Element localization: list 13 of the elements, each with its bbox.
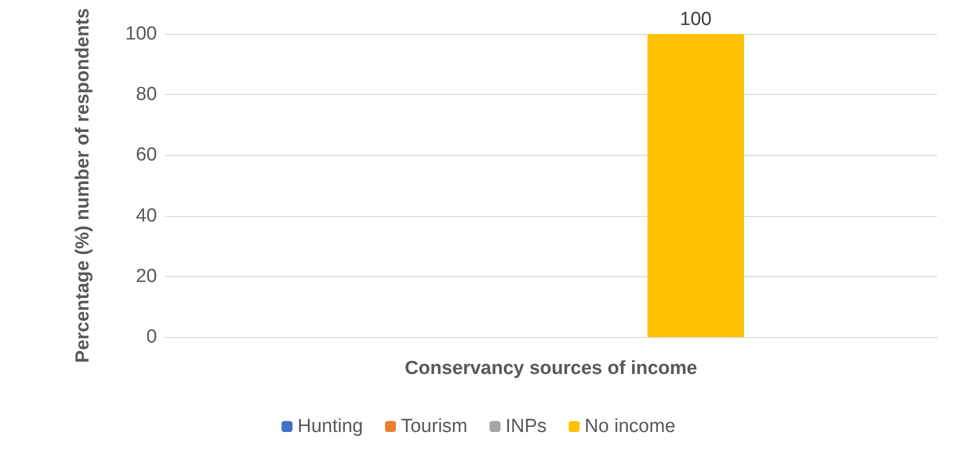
y-axis-title: Percentage (%) number of respondents xyxy=(72,8,94,363)
data-label: 100 xyxy=(680,9,712,30)
legend-label: INPs xyxy=(506,416,547,437)
legend-label: Hunting xyxy=(298,416,364,437)
y-tick-label: 100 xyxy=(125,24,157,44)
legend-label: No income xyxy=(584,416,676,437)
y-tick-label: 0 xyxy=(146,326,157,348)
y-tick-label: 80 xyxy=(136,84,157,106)
y-tick-label: 60 xyxy=(136,144,157,166)
x-axis-title: Conservancy sources of income xyxy=(404,358,698,379)
legend-label: Tourism xyxy=(400,416,468,437)
y-tick-label: 20 xyxy=(136,266,157,287)
y-tick-label: 40 xyxy=(136,205,157,226)
